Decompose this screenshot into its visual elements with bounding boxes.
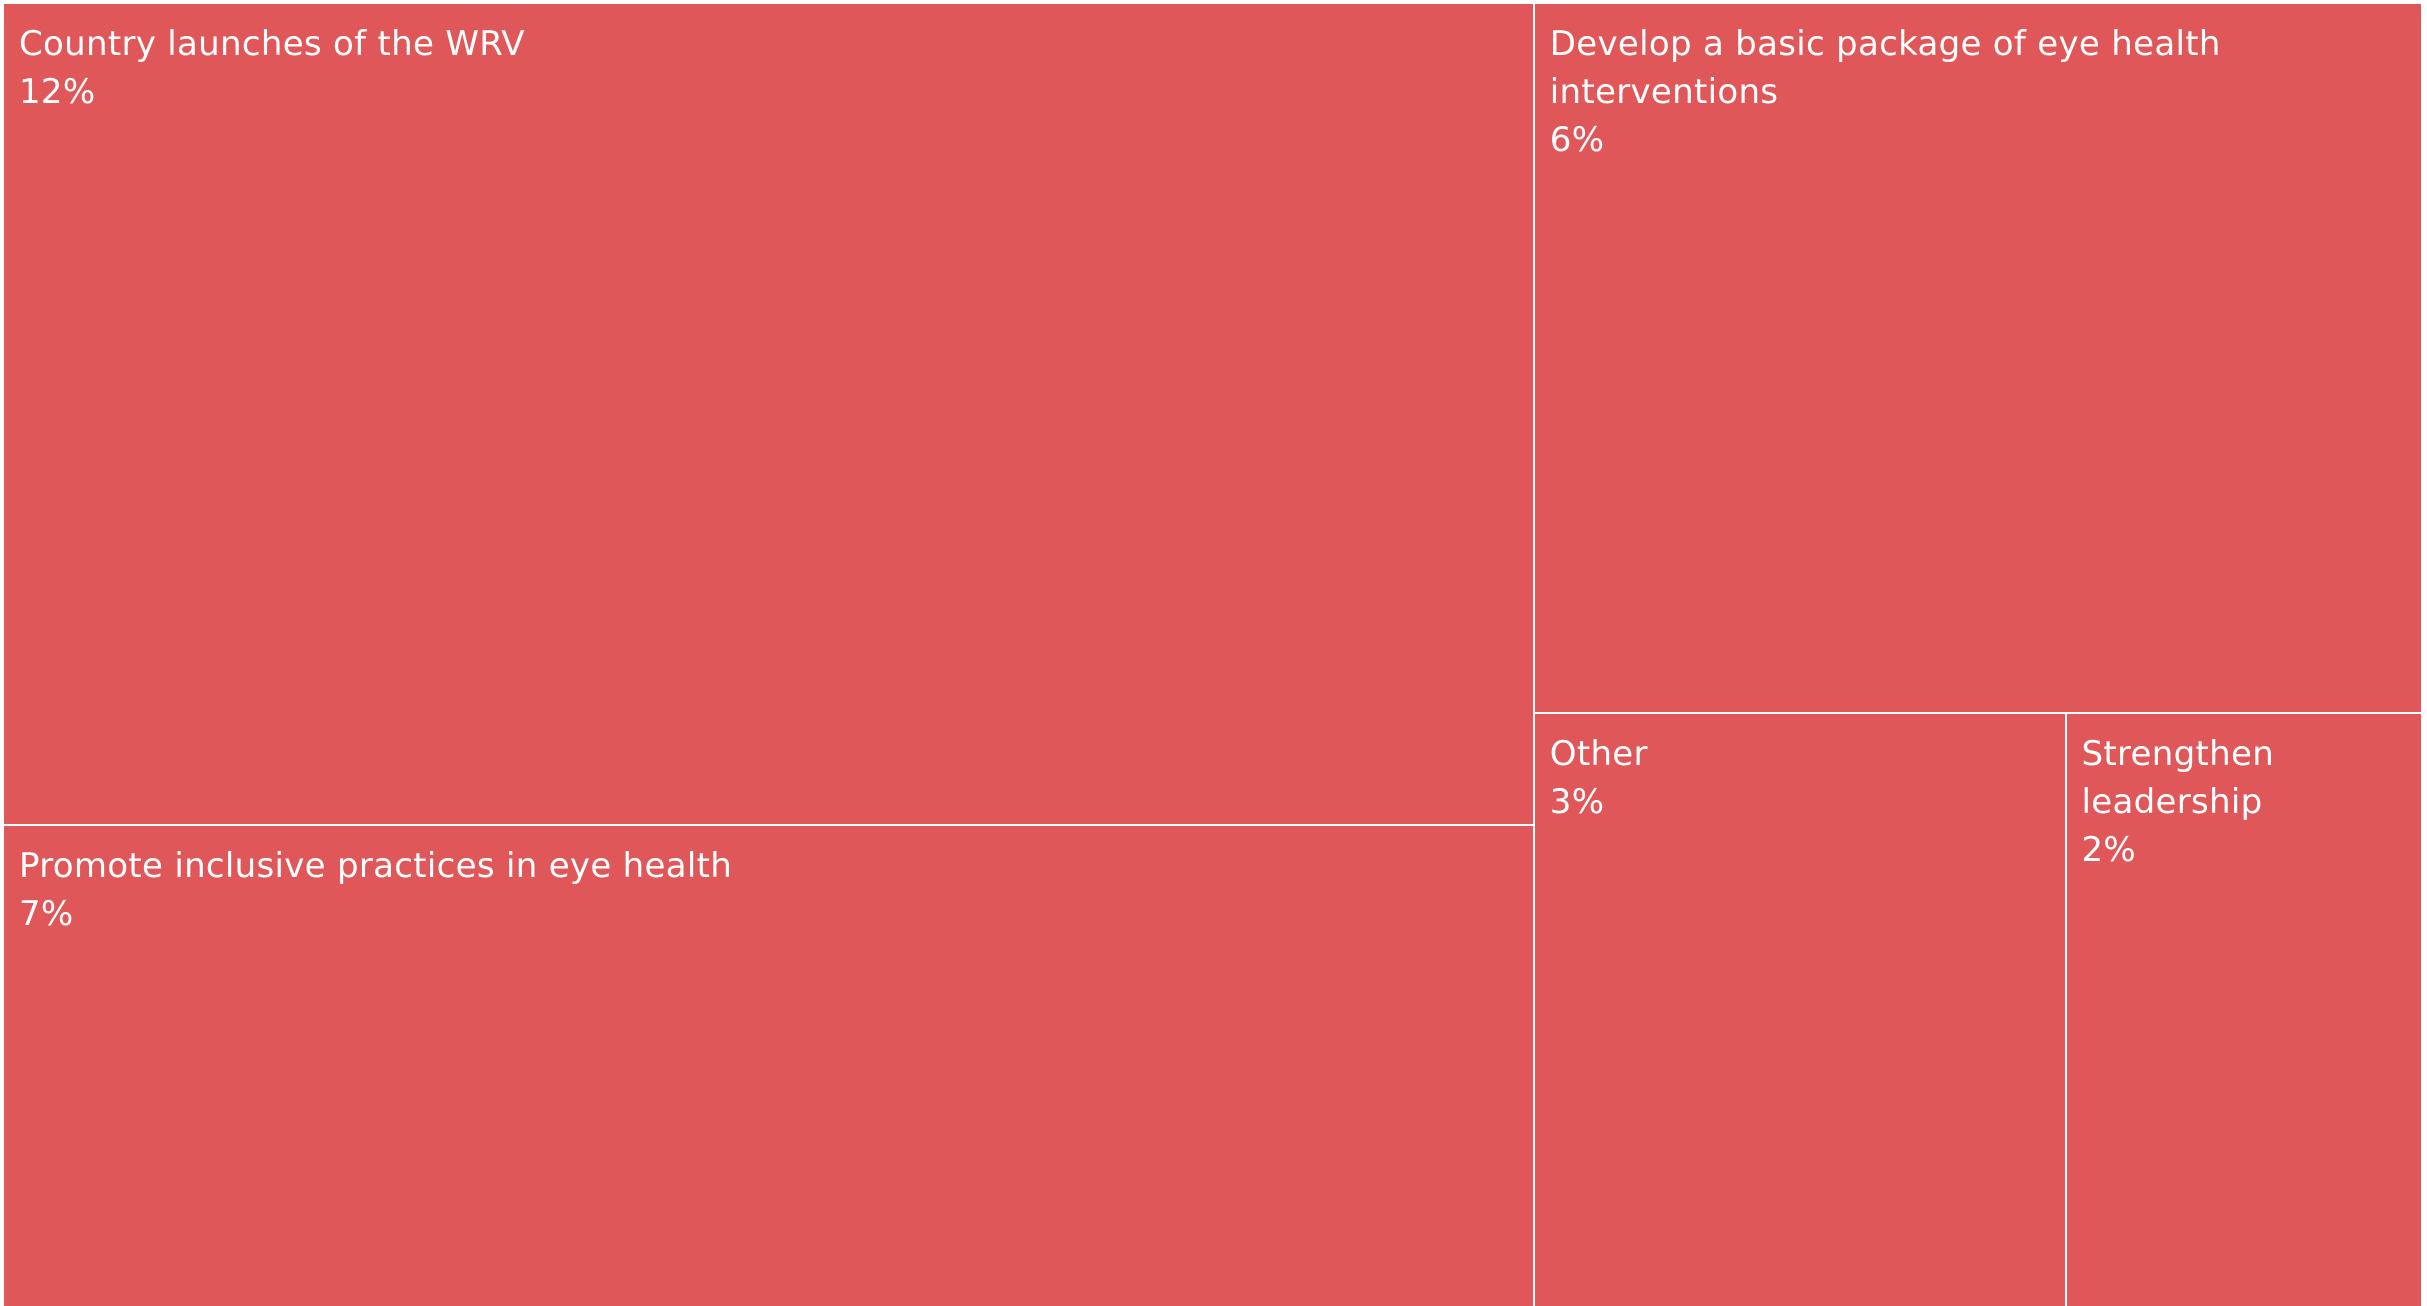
tile-value: 3% bbox=[1549, 782, 1605, 823]
tile-label: Promote inclusive practices in eye healt… bbox=[19, 846, 733, 887]
tile-label: Strengthen leadership bbox=[2081, 734, 2275, 823]
tile-value: 6% bbox=[1549, 120, 1605, 160]
tile-value: 12% bbox=[19, 72, 96, 112]
tile-label: Other bbox=[1549, 734, 1648, 775]
tile-text: Promote inclusive practices in eye healt… bbox=[19, 842, 1518, 938]
tile-strengthen-leadership: Strengthen leadership 2% bbox=[2066, 714, 2421, 1306]
tile-country-launches: Country launches of the WRV 12% bbox=[4, 4, 1533, 825]
tile-text: Country launches of the WRV 12% bbox=[19, 20, 1518, 116]
tile-text: Other 3% bbox=[1550, 730, 2050, 826]
tile-value: 2% bbox=[2081, 830, 2137, 871]
tile-text: Strengthen leadership 2% bbox=[2082, 730, 2321, 874]
tile-label: Develop a basic package of eye health in… bbox=[1549, 24, 2221, 112]
tile-basic-package: Develop a basic package of eye health in… bbox=[1534, 4, 2421, 713]
tile-other: Other 3% bbox=[1534, 714, 2065, 1306]
tile-promote-inclusive-practices: Promote inclusive practices in eye healt… bbox=[4, 826, 1533, 1306]
tile-value: 7% bbox=[19, 894, 74, 935]
tile-label: Country launches of the WRV bbox=[19, 24, 525, 64]
tile-text: Develop a basic package of eye health in… bbox=[1550, 20, 2241, 164]
